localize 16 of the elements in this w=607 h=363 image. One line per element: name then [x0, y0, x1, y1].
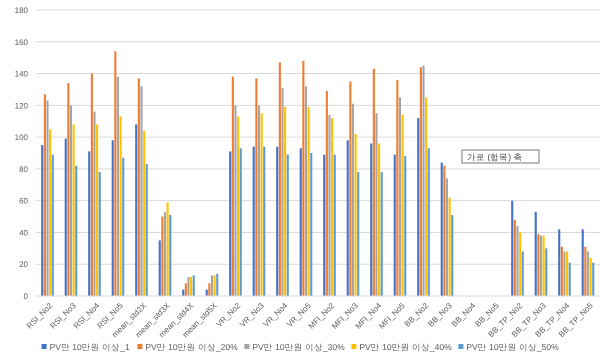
y-tick-label: 160: [14, 38, 29, 47]
annotation: 가로 (항목) 축: [467, 152, 522, 162]
y-tick-label: 60: [19, 196, 29, 206]
y-tick-label: 180: [14, 6, 29, 15]
legend-label: PV만 10만원 이상_20%: [145, 342, 238, 352]
y-tick-label: 140: [14, 70, 29, 79]
legend-label: PV만 10만원 이상_30%: [252, 342, 346, 352]
y-tick-label: 20: [19, 260, 29, 270]
y-tick-label: 80: [19, 164, 29, 174]
y-tick-label: 100: [14, 133, 29, 142]
legend-label: PV만 10만원 이상_40%: [359, 342, 452, 352]
y-tick-label: 40: [19, 228, 29, 238]
legend-label: PV만 10만원 이상_50%: [466, 342, 560, 352]
y-tick-label: 0: [24, 292, 29, 301]
legend-label: PV만 10만원 이상_1: [50, 342, 130, 352]
y-tick-label: 120: [14, 101, 29, 110]
